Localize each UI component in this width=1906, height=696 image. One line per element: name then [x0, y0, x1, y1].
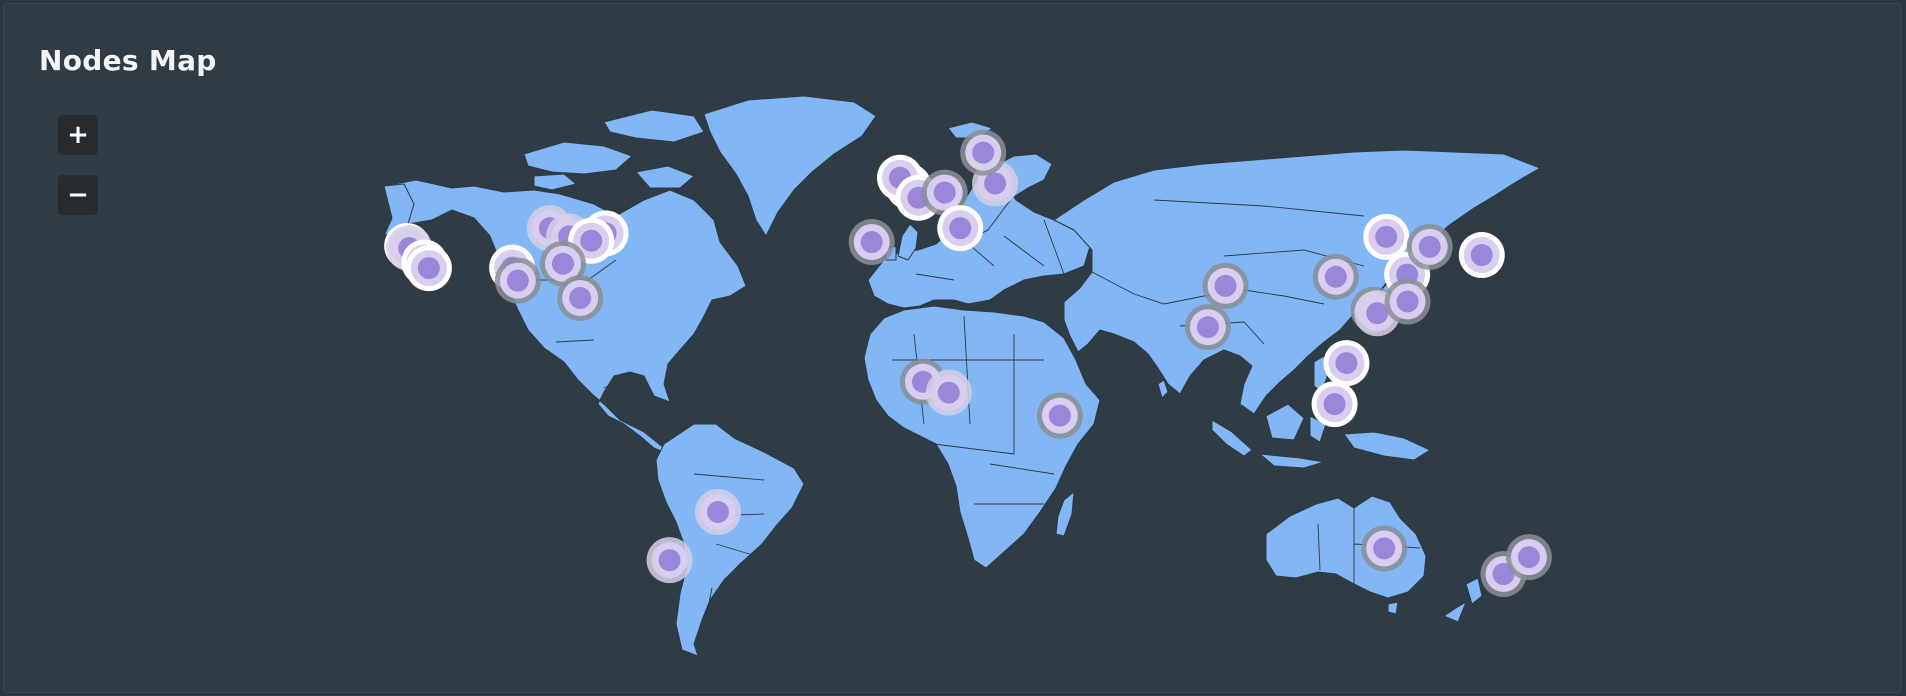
node-marker[interactable] [494, 257, 541, 304]
node-core [1375, 225, 1398, 248]
node-marker[interactable] [1363, 213, 1410, 260]
land-greenland [703, 95, 877, 237]
node-marker[interactable] [848, 219, 895, 266]
node-core [860, 231, 883, 254]
node-marker[interactable] [1406, 223, 1453, 270]
land-south-america [655, 423, 805, 657]
node-core [1517, 546, 1540, 569]
node-core [1214, 274, 1237, 297]
node-core [1324, 265, 1347, 288]
land-arctic-islands [523, 109, 705, 191]
node-core [1418, 235, 1441, 258]
node-markers[interactable] [384, 129, 1552, 598]
node-core [933, 181, 956, 204]
node-marker[interactable] [1361, 525, 1408, 572]
landmass [383, 95, 1541, 657]
node-core [937, 381, 960, 404]
land-indonesia [1211, 403, 1431, 469]
node-core [506, 269, 529, 292]
node-marker[interactable] [539, 240, 586, 287]
land-australia [1265, 495, 1427, 599]
node-core [1196, 316, 1219, 339]
node-core [706, 500, 729, 523]
zoom-in-button[interactable]: + [58, 115, 98, 155]
land-madagascar [1055, 491, 1075, 537]
land-asia [1053, 149, 1541, 415]
node-marker[interactable] [568, 217, 615, 264]
node-marker[interactable] [1505, 534, 1552, 581]
world-map[interactable] [4, 4, 1901, 692]
node-core [1048, 404, 1071, 427]
node-marker[interactable] [925, 369, 972, 416]
node-core [984, 172, 1007, 195]
land-tasmania [1387, 601, 1399, 615]
node-marker[interactable] [1384, 278, 1431, 325]
node-core [1335, 352, 1358, 375]
node-marker[interactable] [921, 169, 968, 216]
node-marker[interactable] [960, 129, 1007, 176]
node-core [580, 229, 603, 252]
node-core [972, 141, 995, 164]
node-core [417, 257, 440, 280]
node-marker[interactable] [1202, 262, 1249, 309]
node-core [1373, 537, 1396, 560]
node-marker[interactable] [1036, 392, 1083, 439]
node-core [1396, 290, 1419, 313]
node-core [1323, 393, 1346, 416]
node-core [949, 217, 972, 240]
node-core [658, 549, 681, 572]
node-marker[interactable] [1184, 304, 1231, 351]
node-marker[interactable] [646, 537, 693, 584]
node-core [1470, 244, 1493, 267]
node-marker[interactable] [405, 245, 452, 292]
node-marker[interactable] [557, 275, 604, 322]
land-sri-lanka [1157, 379, 1169, 399]
node-marker[interactable] [1311, 381, 1358, 428]
nodes-map-panel: Nodes Map + − [3, 3, 1902, 693]
node-marker[interactable] [937, 205, 984, 252]
node-marker[interactable] [1323, 340, 1370, 387]
node-core [1366, 302, 1389, 325]
node-core [551, 252, 574, 275]
node-core [569, 287, 592, 310]
page-title: Nodes Map [39, 44, 217, 77]
node-marker[interactable] [694, 488, 741, 535]
zoom-out-button[interactable]: − [58, 175, 98, 215]
land-new-zealand [1443, 577, 1483, 623]
node-marker[interactable] [1458, 232, 1505, 279]
node-marker[interactable] [1312, 253, 1359, 300]
